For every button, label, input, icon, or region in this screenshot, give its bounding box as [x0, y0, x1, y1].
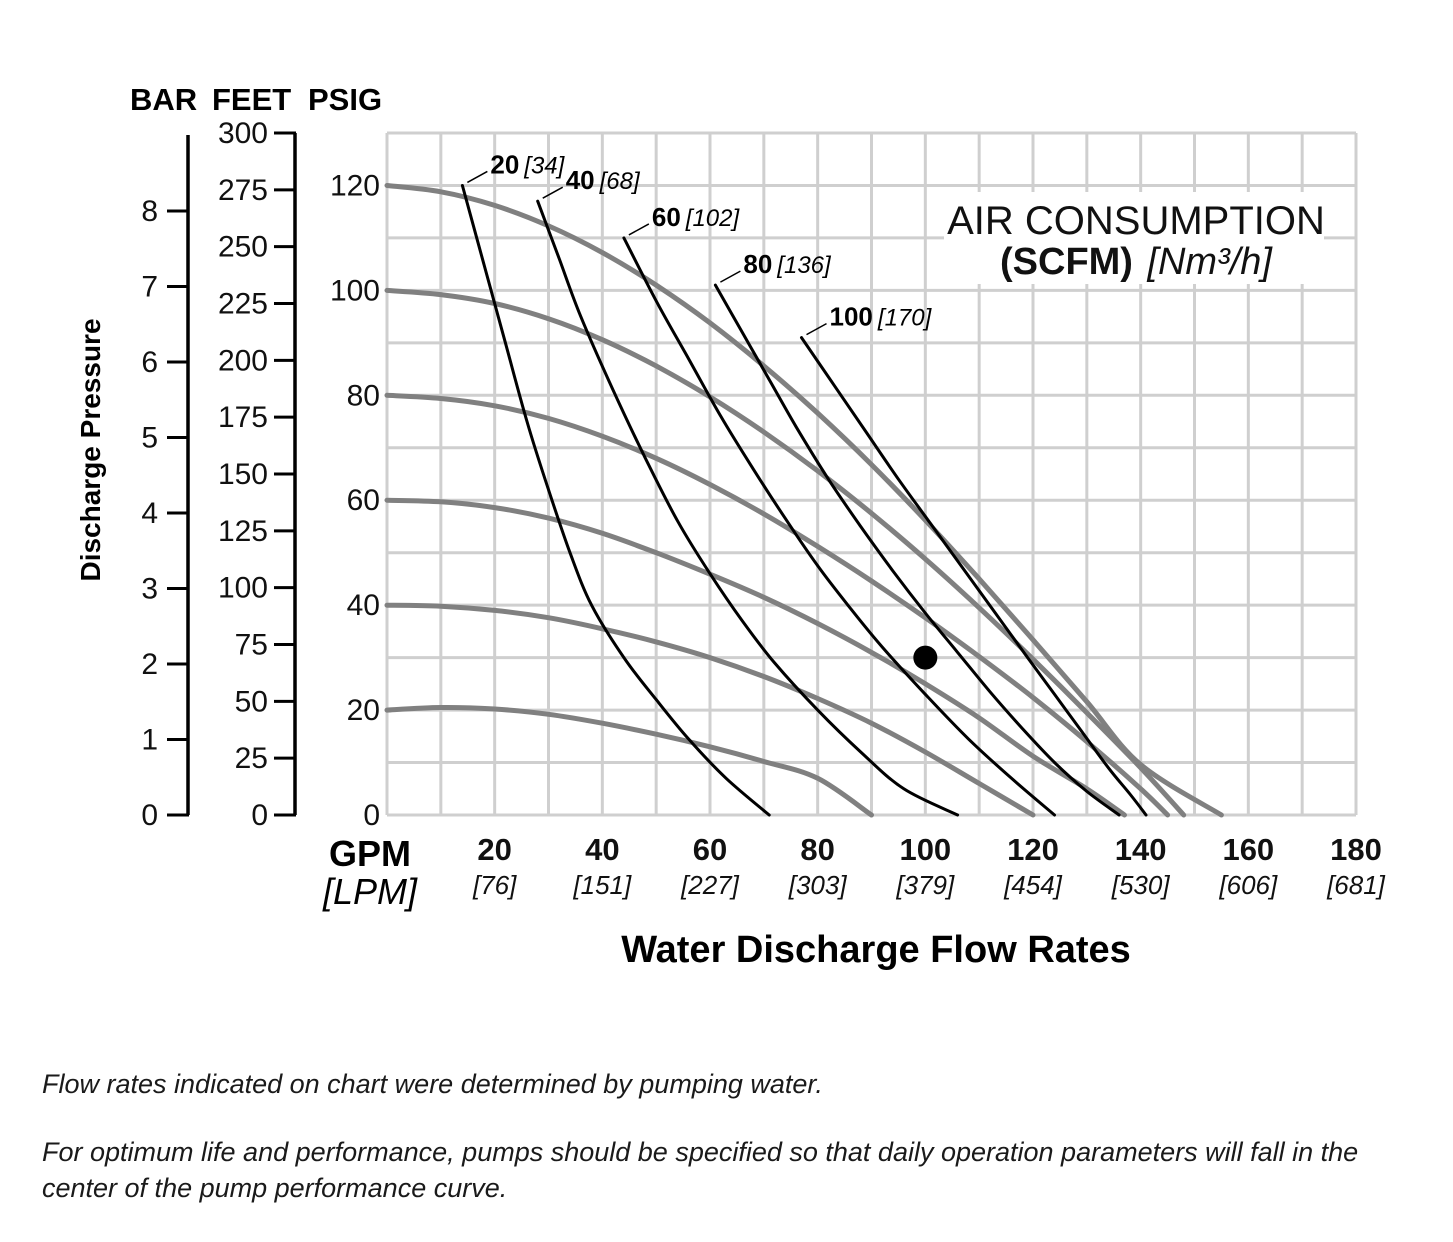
- air-label-nm3h: [136]: [776, 252, 832, 279]
- x-tick-gpm: 160: [1222, 832, 1274, 867]
- air-label-scfm: 20: [490, 149, 519, 179]
- x-tick-gpm: 140: [1115, 832, 1167, 867]
- psig-unit-header: PSIG: [308, 82, 382, 117]
- feet-tick-label: 275: [218, 174, 268, 207]
- feet-tick-label: 100: [218, 572, 268, 605]
- feet-tick-label: 250: [218, 231, 268, 264]
- pressure-curves: [384, 183, 1224, 818]
- y-axes: 0204060801001200255075100125150175200225…: [141, 117, 380, 832]
- x-tick-lpm: [530]: [1111, 870, 1171, 900]
- title-scfm: (SCFM): [1000, 241, 1133, 283]
- air-curve-60: [622, 236, 1056, 817]
- air-label-leader-100: [806, 322, 827, 336]
- air-label-nm3h: [170]: [877, 305, 933, 332]
- bar-unit-header: BAR: [130, 82, 197, 117]
- psig-tick-label: 40: [347, 589, 380, 622]
- bar-tick-label: 4: [141, 497, 158, 530]
- feet-tick-label: 175: [218, 401, 268, 434]
- pressure-curve-80: [384, 392, 1171, 818]
- psig-tick-label: 80: [347, 379, 380, 412]
- feet-tick-label: 125: [218, 515, 268, 548]
- air-label-nm3h: [102]: [685, 205, 741, 232]
- pressure-curve-20: [384, 704, 874, 818]
- feet-tick-label: 75: [235, 629, 268, 662]
- air-label-leader-60: [628, 223, 650, 236]
- pressure-curve-60: [384, 497, 1127, 818]
- x-axis-ticks: 20[76] 40[151] 60[227] 80[303] 100[379] 120[4…: [472, 832, 1386, 900]
- air-label-scfm: 80: [743, 249, 772, 279]
- air-consumption-curves: [460, 184, 1148, 817]
- bar-tick-label: 2: [141, 648, 158, 681]
- x-unit-lpm: [LPM]: [322, 871, 418, 912]
- air-curve-label-60: 60 [102]: [652, 202, 741, 232]
- air-curve-80: [713, 283, 1121, 817]
- x-tick-lpm: [303]: [788, 870, 848, 900]
- x-axis-title: Water Discharge Flow Rates: [621, 929, 1131, 971]
- air-curve-label-80: 80 [136]: [743, 249, 832, 279]
- psig-tick-label: 0: [363, 799, 380, 832]
- air-label-nm3h: [34]: [523, 152, 565, 179]
- x-unit-gpm: GPM: [329, 833, 411, 874]
- pump-performance-chart: 20 [34] 40 [68]60 [102]80 [136]100 [170] 02040…: [75, 82, 1386, 971]
- psig-tick-label: 120: [330, 169, 380, 202]
- x-tick-lpm: [681]: [1326, 870, 1386, 900]
- x-tick-gpm: 40: [585, 832, 619, 867]
- x-tick-gpm: 80: [800, 832, 834, 867]
- air-label-leader-40: [542, 186, 564, 199]
- chart-title: AIR CONSUMPTION: [947, 199, 1325, 243]
- title-background: [944, 192, 1324, 284]
- air-curve-40: [536, 199, 960, 817]
- x-tick-gpm: 60: [693, 832, 727, 867]
- x-tick-lpm: [227]: [680, 870, 740, 900]
- feet-tick-label: 200: [218, 344, 268, 377]
- operating-point-marker: [913, 645, 938, 670]
- x-tick-lpm: [454]: [1003, 870, 1063, 900]
- pressure-curve-40: [384, 602, 1036, 818]
- y-axis-title: Discharge Pressure: [75, 318, 106, 581]
- bar-tick-label: 7: [141, 271, 158, 304]
- air-curve-20: [460, 184, 771, 817]
- bar-tick-label: 5: [141, 422, 158, 455]
- pressure-curve-120: [384, 183, 1224, 818]
- feet-tick-label: 150: [218, 458, 268, 491]
- air-label-leader-20: [467, 170, 488, 184]
- air-label-leader-80: [720, 270, 741, 283]
- x-tick-gpm: 20: [477, 832, 511, 867]
- note-flow-rates: Flow rates indicated on chart were deter…: [42, 1069, 823, 1099]
- feet-tick-label: 300: [218, 117, 268, 150]
- x-tick-lpm: [379]: [895, 870, 955, 900]
- bar-tick-label: 3: [141, 573, 158, 606]
- feet-unit-header: FEET: [212, 82, 291, 117]
- air-curve-100: [800, 336, 1148, 817]
- x-tick-lpm: [606]: [1218, 870, 1278, 900]
- title-nm3h: [Nm³/h]: [1146, 241, 1273, 283]
- psig-tick-label: 20: [347, 694, 380, 727]
- psig-tick-label: 60: [347, 484, 380, 517]
- air-label-scfm: 40: [566, 165, 595, 195]
- air-consumption-labels: 20 [34] 40 [68] 60 [102]80 [136] 100 [170]: [467, 149, 933, 336]
- bar-tick-label: 8: [141, 195, 158, 228]
- air-curve-label-20: 20 [34]: [490, 149, 565, 179]
- bar-tick-label: 6: [141, 346, 158, 379]
- psig-tick-label: 100: [330, 274, 380, 307]
- air-curve-label-40: 40 [68]: [566, 165, 641, 195]
- feet-tick-label: 25: [235, 742, 268, 775]
- chart-title-line2: (SCFM) [Nm³/h]: [1000, 241, 1273, 283]
- air-label-nm3h: [68]: [599, 168, 641, 195]
- air-label-scfm: 60: [652, 202, 681, 232]
- bar-tick-label: 1: [141, 724, 158, 757]
- feet-tick-label: 50: [235, 685, 268, 718]
- x-tick-lpm: [151]: [572, 870, 632, 900]
- note-optimum-life: For optimum life and performance, pumps …: [42, 1137, 1359, 1203]
- pressure-curve-100: [384, 287, 1187, 818]
- feet-tick-label: 225: [218, 288, 268, 321]
- air-label-scfm: 100: [830, 302, 873, 332]
- air-curve-label-100: 100 [170]: [830, 302, 933, 332]
- x-tick-gpm: 120: [1007, 832, 1059, 867]
- x-tick-gpm: 100: [899, 832, 951, 867]
- bar-tick-label: 0: [141, 799, 158, 832]
- x-tick-lpm: [76]: [472, 870, 517, 900]
- x-tick-gpm: 180: [1330, 832, 1382, 867]
- feet-tick-label: 0: [251, 799, 268, 832]
